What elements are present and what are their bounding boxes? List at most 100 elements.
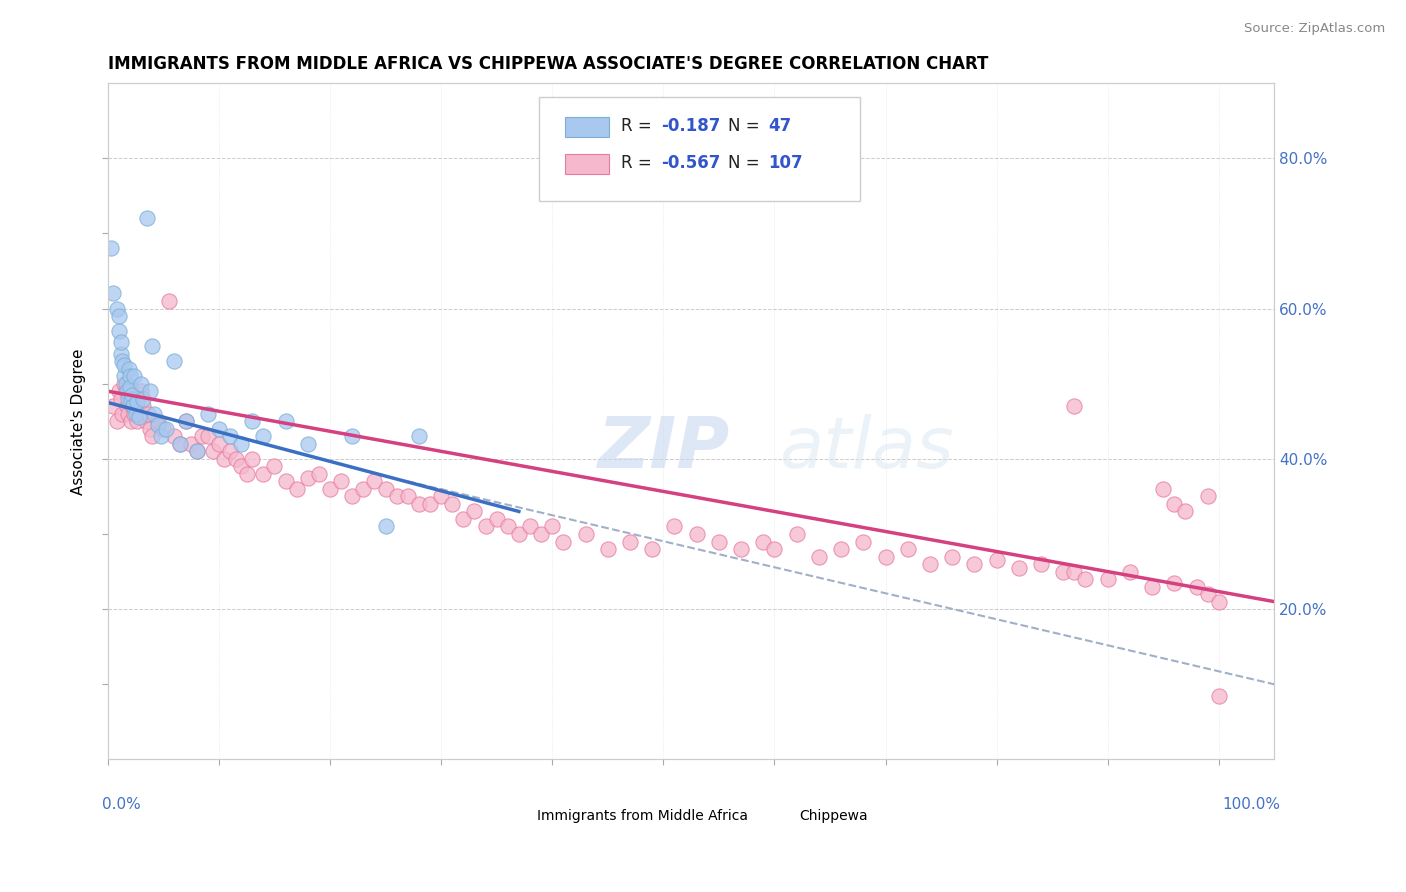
Point <box>157 293 180 308</box>
Point <box>135 414 157 428</box>
Point <box>319 482 342 496</box>
Point <box>118 380 141 394</box>
Point <box>174 414 197 428</box>
Point <box>1208 594 1230 608</box>
Bar <box>565 117 609 137</box>
Point <box>263 459 285 474</box>
Point <box>508 527 530 541</box>
Point <box>114 376 136 391</box>
Point <box>136 407 159 421</box>
Point <box>174 414 197 428</box>
Point <box>986 553 1008 567</box>
Point <box>108 384 131 399</box>
Text: Source: ZipAtlas.com: Source: ZipAtlas.com <box>1244 22 1385 36</box>
Point <box>1197 587 1219 601</box>
Point <box>105 301 128 316</box>
Point <box>110 346 132 360</box>
Point <box>146 417 169 432</box>
Point <box>707 534 730 549</box>
Point <box>730 541 752 556</box>
Point <box>1185 580 1208 594</box>
Point <box>186 444 208 458</box>
Point <box>169 437 191 451</box>
Point <box>474 519 496 533</box>
Point <box>408 497 430 511</box>
Point <box>1119 565 1142 579</box>
Point <box>163 429 186 443</box>
Point <box>574 527 596 541</box>
Point <box>274 414 297 428</box>
Point <box>496 519 519 533</box>
Point <box>441 497 464 511</box>
Point <box>141 339 163 353</box>
Point <box>219 429 242 443</box>
Point <box>155 422 177 436</box>
Point <box>297 470 319 484</box>
Point <box>150 429 173 443</box>
Point <box>208 437 231 451</box>
Point <box>1052 565 1074 579</box>
Point <box>132 392 155 406</box>
Point <box>124 392 146 406</box>
Point <box>240 451 263 466</box>
Point <box>1197 490 1219 504</box>
Text: -0.187: -0.187 <box>661 117 720 135</box>
Point <box>297 437 319 451</box>
Point <box>214 451 236 466</box>
Point <box>1063 565 1085 579</box>
Text: 100.0%: 100.0% <box>1222 797 1281 812</box>
Point <box>120 414 142 428</box>
Point <box>135 211 157 226</box>
Point <box>197 429 219 443</box>
Point <box>125 414 148 428</box>
Point <box>553 534 575 549</box>
Point <box>110 335 132 350</box>
Point <box>118 369 141 384</box>
Point <box>169 437 191 451</box>
Point <box>197 407 219 421</box>
Point <box>229 437 252 451</box>
Bar <box>505 809 530 823</box>
Point <box>111 354 134 368</box>
Point <box>114 358 136 372</box>
Point <box>128 410 150 425</box>
Text: IMMIGRANTS FROM MIDDLE AFRICA VS CHIPPEWA ASSOCIATE'S DEGREE CORRELATION CHART: IMMIGRANTS FROM MIDDLE AFRICA VS CHIPPEW… <box>108 55 988 73</box>
Point <box>143 407 166 421</box>
Point <box>129 384 152 399</box>
Text: Immigrants from Middle Africa: Immigrants from Middle Africa <box>537 809 748 822</box>
Text: atlas: atlas <box>779 414 953 483</box>
Point <box>235 467 257 481</box>
Point <box>225 451 247 466</box>
FancyBboxPatch shape <box>540 96 860 202</box>
Point <box>115 399 138 413</box>
Text: R =: R = <box>621 153 657 172</box>
Point <box>118 384 141 399</box>
Point <box>396 490 419 504</box>
Point <box>202 444 225 458</box>
Point <box>139 422 162 436</box>
Text: Chippewa: Chippewa <box>800 809 868 822</box>
Text: N =: N = <box>728 153 765 172</box>
Point <box>108 309 131 323</box>
Point <box>963 557 986 571</box>
Point <box>129 376 152 391</box>
Point <box>219 444 242 458</box>
Point <box>1097 572 1119 586</box>
Point <box>274 475 297 489</box>
Point <box>308 467 330 481</box>
Point <box>385 490 408 504</box>
Point <box>229 459 252 474</box>
Point <box>374 482 396 496</box>
Point <box>685 527 707 541</box>
Point <box>103 399 125 413</box>
Point <box>852 534 875 549</box>
Point <box>180 437 202 451</box>
Point <box>100 241 122 255</box>
Point <box>763 541 786 556</box>
Point <box>240 414 263 428</box>
Point <box>124 407 146 421</box>
Point <box>596 541 619 556</box>
Text: 107: 107 <box>768 153 803 172</box>
Point <box>541 519 564 533</box>
Point <box>285 482 308 496</box>
